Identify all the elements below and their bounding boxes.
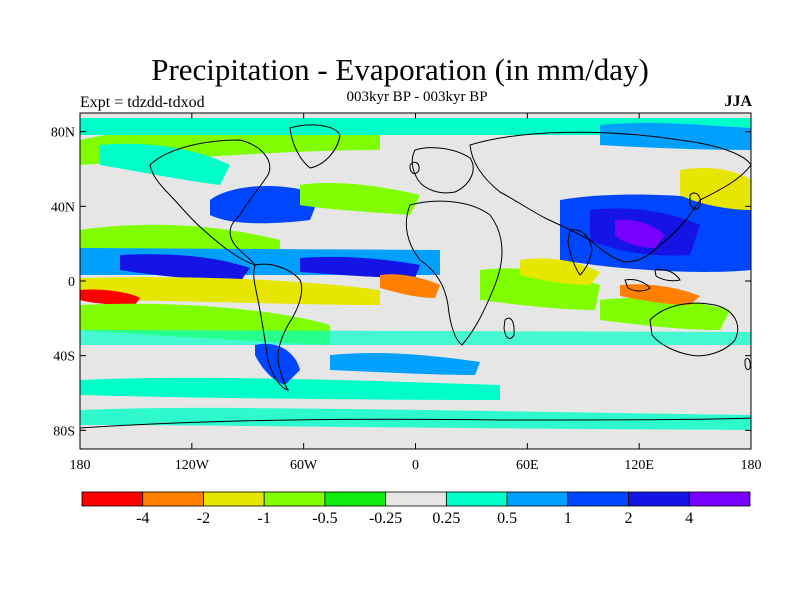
lat-tick-label: 40S: [53, 350, 75, 365]
lat-tick-label: 80S: [53, 424, 75, 439]
colorbar-label: -0.25: [369, 510, 402, 527]
colorbar-swatch: [263, 491, 326, 507]
colorbar-swatch: [324, 491, 387, 507]
colorbar-swatch: [628, 491, 690, 507]
lat-tick-label: 0: [68, 275, 75, 290]
colorbar-label: -1: [258, 510, 271, 527]
colorbar-label: 0.25: [432, 510, 460, 527]
lon-tick-label: 180: [70, 458, 91, 473]
colorbar-label: -0.5: [312, 510, 337, 527]
colorbar-label: 2: [625, 510, 633, 527]
colorbar-swatch: [567, 491, 629, 507]
colorbar-swatch: [203, 491, 265, 507]
lat-tick-label: 40N: [51, 200, 75, 215]
coastlines: [80, 124, 751, 429]
colorbar-label: -4: [136, 510, 149, 527]
season-label: JJA: [724, 93, 752, 110]
colorbar-label: 4: [685, 510, 693, 527]
lon-tick-label: 120W: [175, 458, 210, 473]
lat-tick-label: 80N: [51, 126, 75, 141]
colorbar-swatch: [506, 491, 569, 507]
lon-tick-label: 180: [741, 458, 762, 473]
plot-subtitle: 003kyr BP - 003kyr BP: [346, 89, 488, 105]
colorbar-swatch: [688, 491, 751, 507]
lon-tick-label: 60E: [516, 458, 539, 473]
colorbar-swatch: [81, 491, 144, 507]
colorbar-label: -2: [197, 510, 210, 527]
colorbar-swatch: [445, 491, 508, 507]
colorbar-swatch: [142, 491, 204, 507]
experiment-label: Expt = tdzdd-tdxod: [80, 94, 205, 111]
longitude-axis: 180 120W 60W 0 60E 120E 180: [70, 113, 762, 473]
colorbar-label: 1: [564, 510, 572, 527]
latitude-axis: 80N 40N 0 40S 80S: [51, 126, 751, 439]
precip-field: [80, 118, 751, 430]
colorbar-label: 0.5: [497, 510, 517, 527]
colorbar-swatch: [385, 491, 447, 507]
lon-tick-label: 0: [412, 458, 419, 473]
plot-title: Precipitation - Evaporation (in mm/day): [151, 52, 649, 87]
lon-tick-label: 60W: [290, 458, 318, 473]
lon-tick-label: 120E: [624, 458, 654, 473]
colorbar: -4 -2 -1 -0.5 -0.25 0.25 0.5 1 2 4: [81, 491, 751, 527]
